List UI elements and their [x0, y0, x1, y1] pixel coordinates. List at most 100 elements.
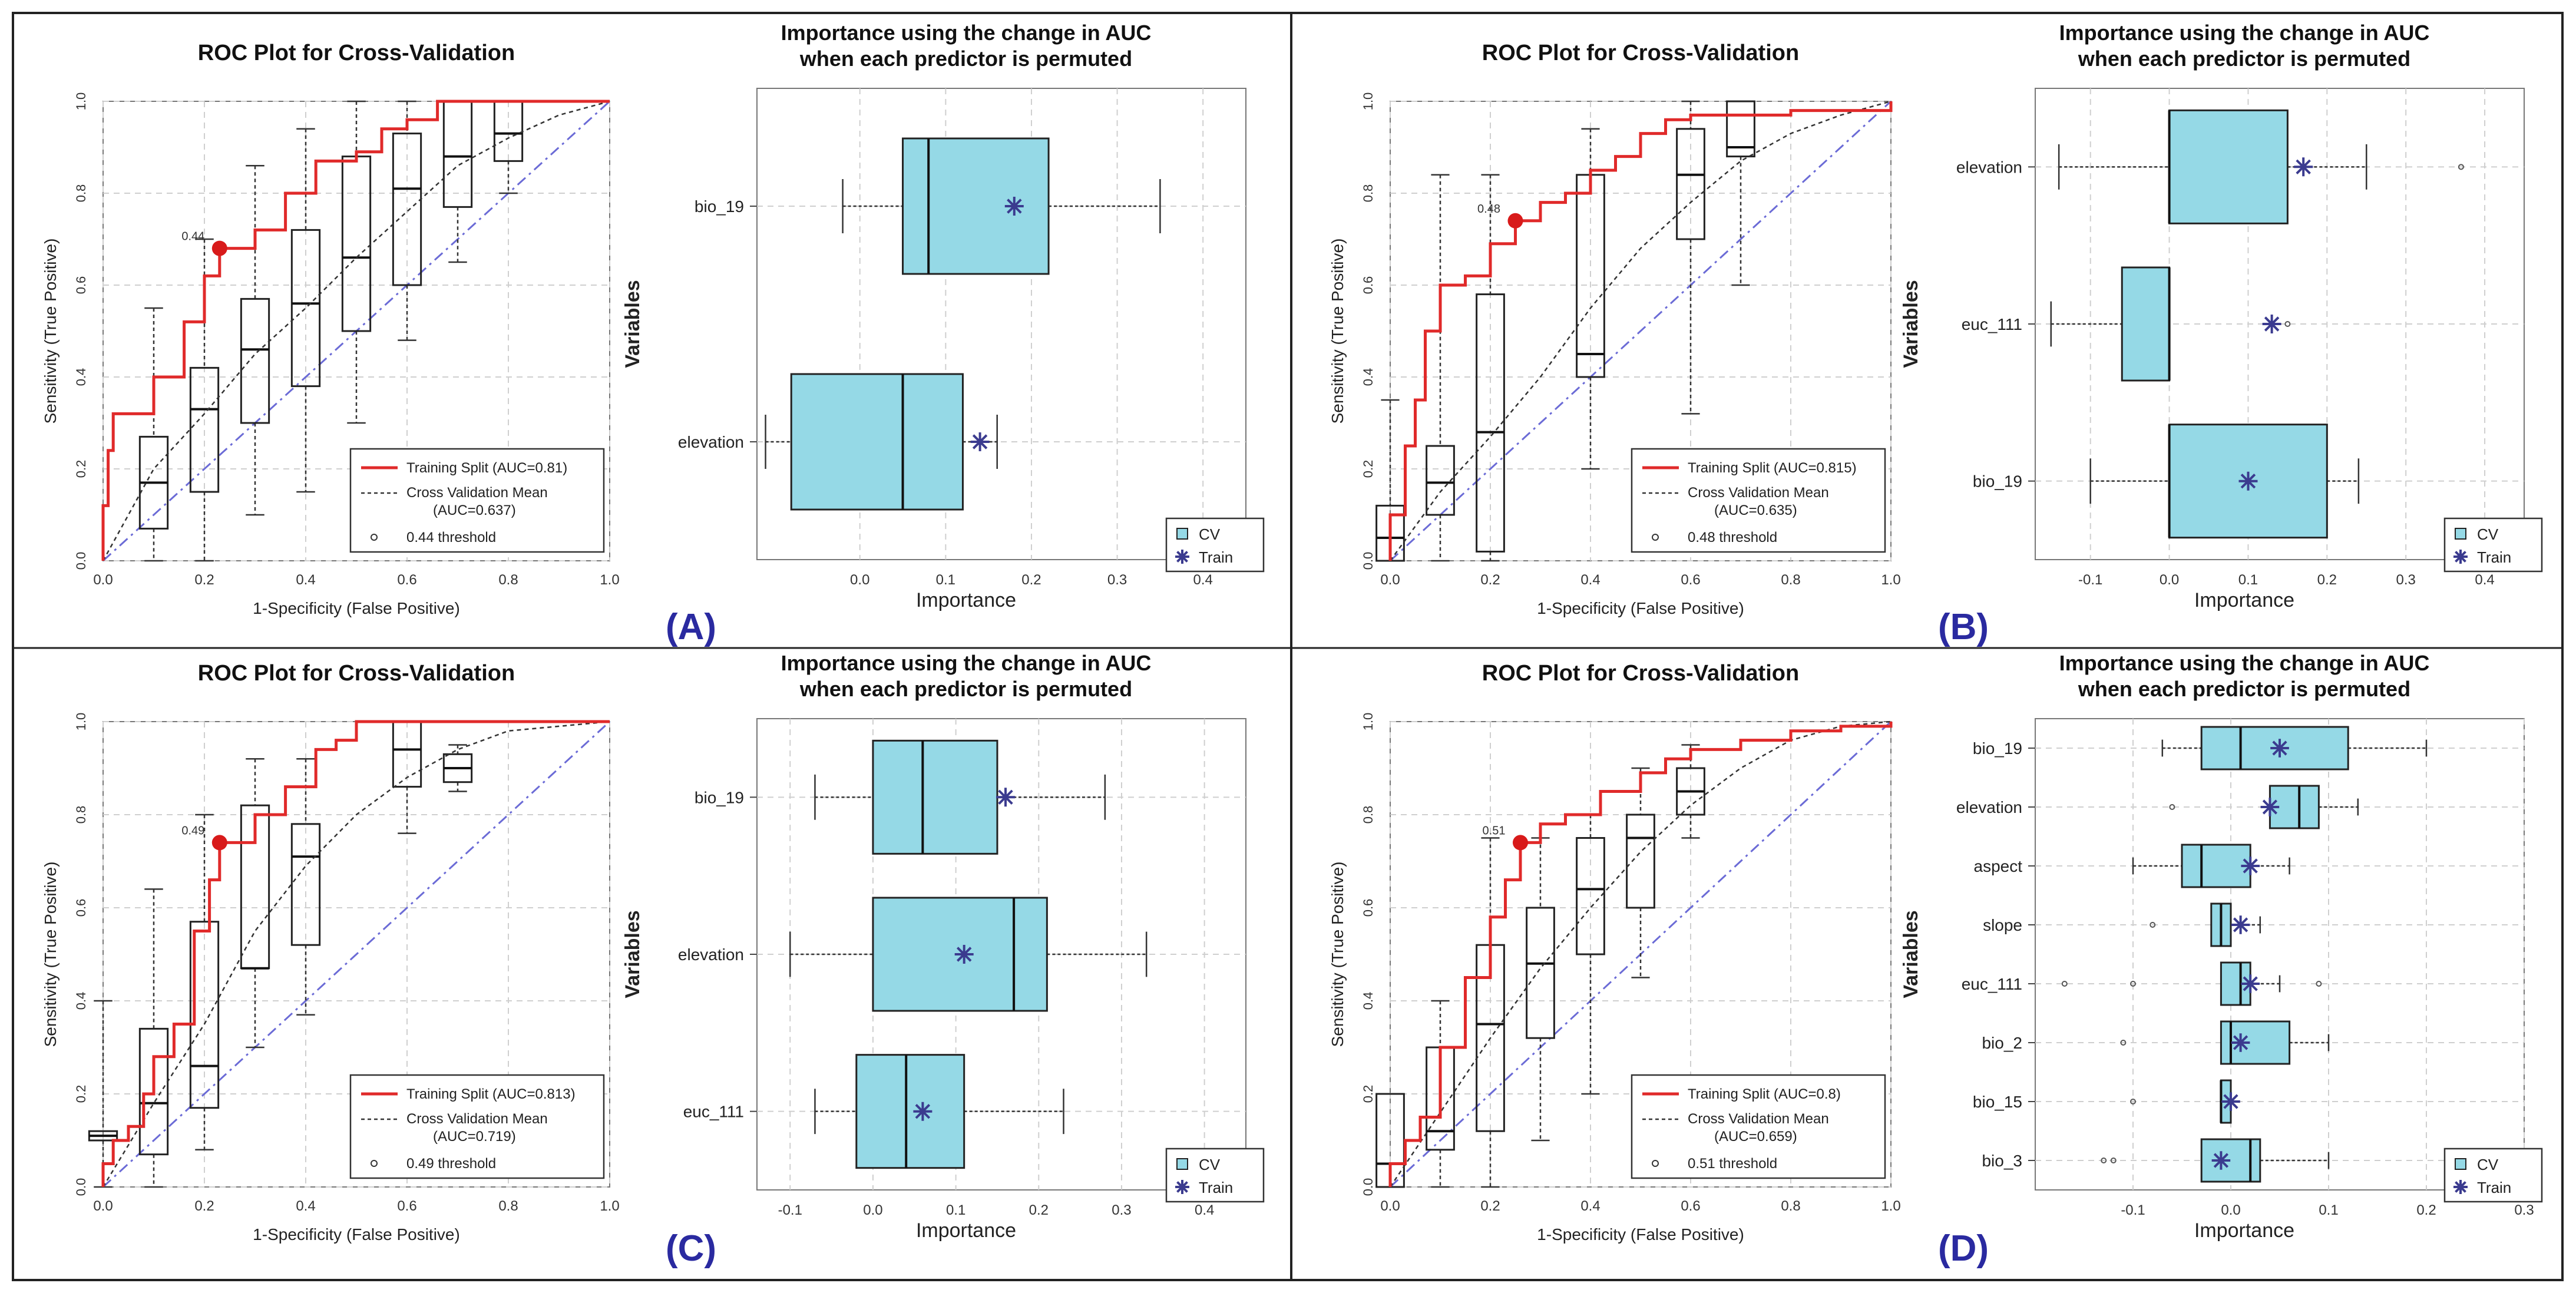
roc-y-tick-label: 0.2 [74, 1085, 88, 1103]
importance-variable-label: elevation [1956, 158, 2022, 176]
importance-x-tick-label: -0.1 [778, 1202, 802, 1218]
roc-legend-box [349, 448, 605, 553]
importance-train-marker [996, 788, 1015, 807]
roc-training-curve [101, 100, 610, 561]
importance-title-line1: Importance using the change in AUC [2059, 21, 2430, 45]
importance-legend-train-swatch [2453, 1180, 2468, 1194]
importance-legend-train-label: Train [2477, 1179, 2511, 1196]
roc-x-tick-label: 0.8 [1781, 572, 1800, 588]
roc-x-tick-label: 0.4 [1580, 1198, 1600, 1214]
roc-cv-box [1726, 100, 1755, 158]
roc-x-tick-label: 1.0 [1881, 1198, 1900, 1214]
roc-x-tick-label: 0.6 [1681, 572, 1700, 588]
roc-x-tick-label: 0.4 [296, 1198, 315, 1214]
importance-outlier [2284, 321, 2291, 327]
roc-y-tick-label: 0.4 [74, 992, 88, 1010]
roc-cv-box [1576, 837, 1605, 955]
roc-y-tick-label: 0.0 [74, 1178, 88, 1196]
importance-x-tick-label: 0.3 [2396, 572, 2416, 588]
importance-x-tick-label: -0.1 [2121, 1202, 2145, 1218]
roc-legend-box [1631, 448, 1886, 553]
roc-legend-box [349, 1074, 605, 1179]
roc-x-tick-label: 0.6 [397, 572, 416, 588]
roc-y-tick-label: 0.2 [74, 460, 88, 478]
roc-legend-cv-auc: (AUC=0.659) [1714, 1129, 1797, 1145]
importance-x-tick-label: 0.2 [2416, 1202, 2436, 1218]
roc-legend-box [1631, 1074, 1886, 1179]
importance-outlier [2130, 981, 2136, 987]
importance-x-tick-label: 0.4 [1193, 572, 1213, 588]
importance-outlier [2169, 804, 2175, 810]
roc-x-tick-label: 1.0 [600, 1198, 619, 1214]
importance-train-marker [2238, 471, 2258, 491]
importance-y-axis-label: Variables [621, 280, 644, 368]
panel-letter: (C) [666, 1228, 716, 1269]
importance-x-tick-label: 0.4 [2475, 572, 2494, 588]
roc-y-axis-label: Sensitivity (True Positive) [41, 239, 59, 424]
roc-x-tick-label: 0.0 [93, 1198, 113, 1214]
roc-x-tick-label: 1.0 [600, 572, 619, 588]
roc-y-tick-label: 0.6 [1361, 899, 1375, 917]
importance-variable-label: elevation [678, 433, 744, 451]
roc-cv-box [240, 297, 270, 424]
panel-d: ROC Plot for Cross-Validation 0.0 0.2 0.4 0.… [1328, 651, 2543, 1269]
roc-y-tick-label: 0.8 [74, 806, 88, 824]
roc-y-tick-label: 0.4 [1361, 368, 1375, 386]
roc-title: ROC Plot for Cross-Validation [1482, 661, 1799, 686]
roc-threshold-point [1507, 213, 1523, 229]
importance-train-marker [2260, 798, 2280, 816]
importance-train-marker [2294, 157, 2313, 177]
roc-threshold-label: 0.48 [1477, 203, 1500, 216]
roc-legend-training-label: Training Split (AUC=0.81) [406, 460, 567, 476]
roc-cv-box [189, 921, 220, 1109]
roc-legend-training-label: Training Split (AUC=0.815) [1688, 460, 1857, 476]
importance-legend-cv-swatch [2455, 1158, 2466, 1170]
importance-x-tick-label: 0.1 [2319, 1202, 2338, 1218]
roc-y-tick-label: 0.8 [74, 184, 88, 203]
importance-x-axis-label: Importance [2194, 589, 2294, 611]
importance-variable-label: euc_111 [683, 1103, 744, 1121]
importance-train-marker [2221, 1092, 2240, 1111]
roc-threshold-label: 0.44 [181, 230, 204, 243]
roc-x-tick-label: 0.4 [296, 572, 315, 588]
importance-train-marker [2241, 857, 2260, 875]
importance-x-tick-label: 0.2 [2317, 572, 2337, 588]
panel-letter: (B) [1938, 607, 1989, 647]
importance-legend-train-label: Train [1199, 1179, 1233, 1196]
roc-x-tick-label: 0.0 [1380, 572, 1400, 588]
importance-x-tick-label: 0.1 [2238, 572, 2258, 588]
roc-legend-cv-label: Cross Validation Mean [1688, 1111, 1829, 1127]
roc-legend-threshold-label: 0.51 threshold [1688, 1156, 1777, 1172]
roc-x-tick-label: 0.0 [93, 572, 113, 588]
importance-y-axis-label: Variables [621, 910, 644, 998]
roc-legend-threshold-swatch [1652, 1160, 1659, 1167]
importance-x-tick-label: 0.0 [850, 572, 869, 588]
roc-threshold-point [211, 240, 227, 256]
roc-threshold-point [1513, 835, 1528, 851]
importance-legend-cv-swatch [2455, 528, 2466, 540]
roc-y-tick-label: 0.2 [1361, 1085, 1375, 1103]
importance-outlier [2150, 922, 2156, 928]
importance-x-tick-label: 0.0 [2160, 572, 2179, 588]
importance-outlier [2110, 1158, 2117, 1163]
importance-title-line2: when each predictor is permuted [799, 47, 1132, 71]
importance-box [872, 739, 998, 855]
importance-train-marker [913, 1102, 932, 1121]
roc-cv-box [290, 229, 321, 388]
importance-outlier [2458, 164, 2464, 170]
roc-legend-threshold-label: 0.44 threshold [406, 530, 496, 545]
roc-x-tick-label: 0.2 [1480, 1198, 1500, 1214]
roc-cv-mean-curve [102, 100, 610, 561]
roc-legend-threshold-label: 0.49 threshold [406, 1156, 496, 1172]
importance-x-tick-label: 0.3 [2514, 1202, 2534, 1218]
importance-train-marker [954, 945, 974, 964]
importance-legend-train-label: Train [2477, 548, 2511, 566]
roc-legend-cv-auc: (AUC=0.637) [433, 502, 516, 518]
roc-x-tick-label: 0.8 [498, 572, 518, 588]
importance-train-marker [2211, 1151, 2231, 1170]
importance-x-tick-label: 0.1 [936, 572, 955, 588]
importance-y-axis-label: Variables [1900, 280, 1922, 368]
importance-box [2121, 266, 2171, 382]
roc-y-tick-label: 1.0 [1361, 713, 1375, 731]
panel-letter: (D) [1938, 1228, 1989, 1269]
